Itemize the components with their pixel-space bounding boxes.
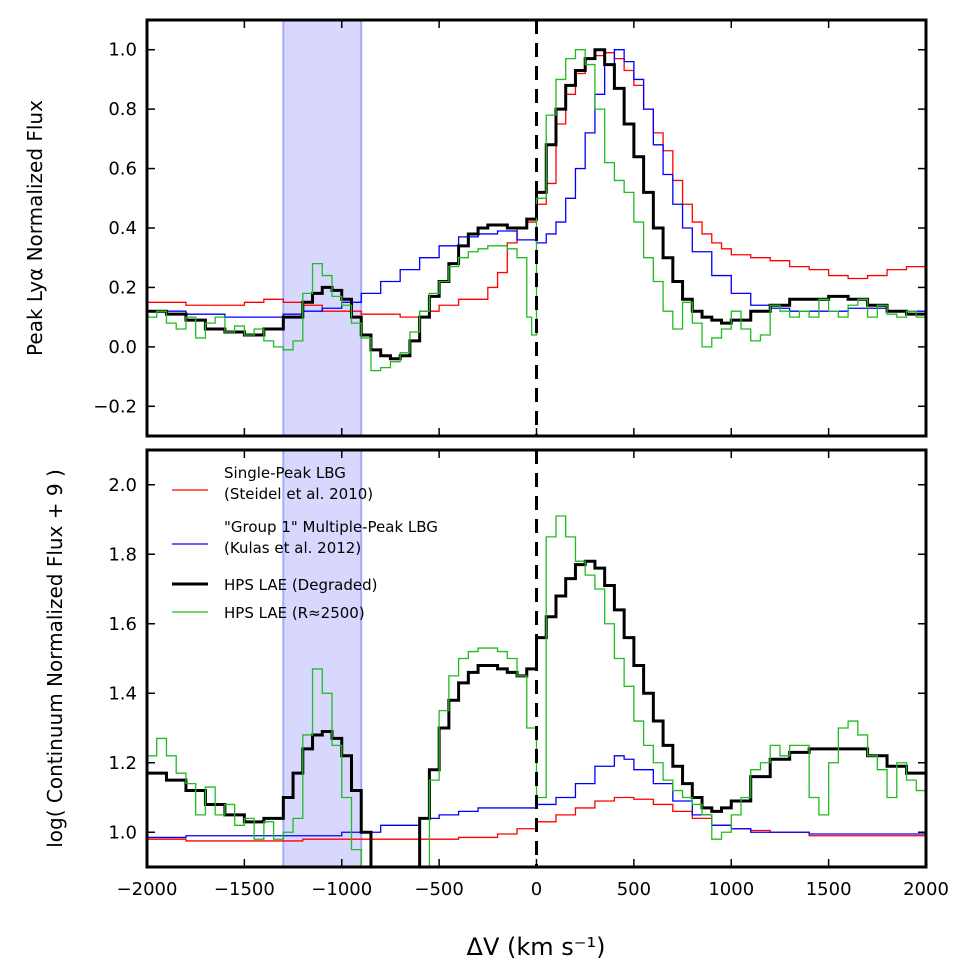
y-tick-label: 1.6	[108, 614, 137, 635]
x-tick-label: 1000	[708, 879, 754, 900]
x-tick-label: −500	[414, 879, 463, 900]
x-tick-label: 2000	[903, 879, 949, 900]
y-tick-label: 1.2	[108, 753, 137, 774]
x-axis-label: ΔV (km s⁻¹)	[467, 933, 606, 961]
y-tick-label: −0.2	[93, 396, 137, 417]
y-tick-label: 0.8	[108, 99, 137, 120]
y-tick-label: 2.0	[108, 475, 137, 496]
y-axis-label: log( Continuum Normalized Flux + 9 )	[43, 469, 67, 848]
series-line-top-2	[147, 48, 926, 361]
y-tick-label: 0.4	[108, 218, 137, 239]
y-tick-label: 1.0	[108, 822, 137, 843]
y-tick-label: 0.0	[108, 337, 137, 358]
x-tick-label: −1500	[214, 879, 275, 900]
shaded-region	[282, 449, 363, 868]
y-axis-label: Peak Lyα Normalized Flux	[23, 100, 47, 356]
legend-label: Single-Peak LBG	[224, 464, 346, 482]
y-tick-label: 1.0	[108, 40, 137, 61]
legend-label: "Group 1" Multiple-Peak LBG	[224, 518, 438, 536]
series-group	[147, 48, 926, 372]
x-tick-label: −2000	[117, 879, 178, 900]
y-tick-label: 1.8	[108, 544, 137, 565]
series-line-bottom-0	[147, 796, 926, 842]
legend: Single-Peak LBG (Steidel et al. 2010) "Gro…	[172, 464, 438, 622]
x-tick-label: 500	[617, 879, 651, 900]
legend-label: HPS LAE (Degraded)	[224, 576, 377, 594]
bottom-panel: −2000 −1500 −1000 −500 0 500 1000 1500 2000 1.0 1.…	[43, 448, 949, 900]
x-tick-label: −1000	[311, 879, 372, 900]
legend-label: (Kulas et al. 2012)	[224, 539, 361, 557]
shaded-region	[282, 19, 363, 437]
x-axis-title: ΔV (km s⁻¹)	[467, 933, 606, 961]
x-tick-label: 0	[531, 879, 542, 900]
legend-label: (Steidel et al. 2010)	[224, 485, 373, 503]
series-line-top-1	[147, 49, 926, 318]
y-tick-label: 0.2	[108, 277, 137, 298]
series-line-top-3	[147, 49, 926, 372]
x-tick-label: 1500	[806, 879, 852, 900]
top-panel: −0.2 0.0 0.2 0.4 0.6 0.8 1.0 Peak Lyα Normalize…	[23, 18, 928, 438]
y-tick-label: 1.4	[108, 683, 137, 704]
series-group	[147, 515, 926, 867]
y-tick-label: 0.6	[108, 159, 137, 180]
legend-label: HPS LAE (R≈2500)	[224, 604, 365, 622]
